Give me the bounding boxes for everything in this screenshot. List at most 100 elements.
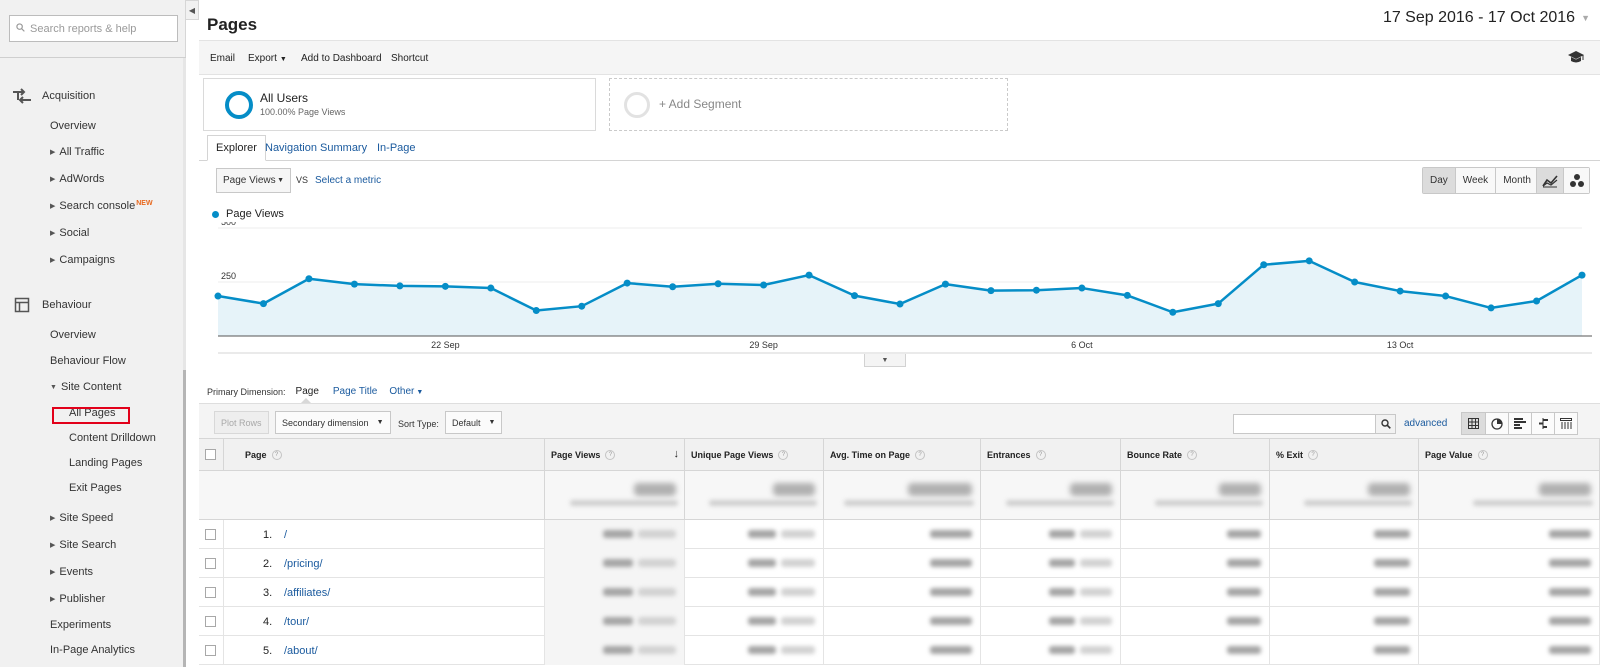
chart-collapse-toggle[interactable]: ▼ bbox=[864, 354, 906, 367]
tab-explorer[interactable]: Explorer bbox=[207, 135, 266, 161]
sidebar-item-search-console[interactable]: ▶ Search consoleNEW bbox=[50, 200, 153, 212]
period-month-button[interactable]: Month bbox=[1495, 168, 1538, 193]
add-to-dashboard-button[interactable]: Add to Dashboard bbox=[301, 53, 382, 64]
date-range-picker[interactable]: 17 Sep 2016 - 17 Oct 2016 ▼ bbox=[1383, 9, 1590, 27]
help-icon[interactable]: ? bbox=[778, 449, 789, 460]
sidebar-item-social[interactable]: ▶ Social bbox=[50, 227, 89, 239]
row-page-link[interactable]: /affiliates/ bbox=[284, 587, 331, 599]
sidebar-item-site-speed[interactable]: ▶ Site Speed bbox=[50, 512, 113, 524]
x-tick-label: 22 Sep bbox=[431, 340, 460, 350]
add-segment-button[interactable]: + Add Segment bbox=[609, 78, 1008, 131]
help-icon[interactable]: ? bbox=[1035, 449, 1046, 460]
view-pivot-button[interactable] bbox=[1554, 413, 1577, 434]
advanced-filter-link[interactable]: advanced bbox=[1404, 418, 1448, 429]
row-select-cell bbox=[199, 607, 224, 636]
sidebar-scrollbar-thumb[interactable] bbox=[183, 370, 186, 667]
segment-all-users[interactable]: All Users 100.00% Page Views bbox=[203, 78, 596, 131]
row-page-link[interactable]: /tour/ bbox=[284, 616, 310, 628]
sidebar-item-adwords[interactable]: ▶ AdWords bbox=[50, 173, 104, 185]
blurred-value bbox=[634, 483, 676, 496]
sidebar-item-all-traffic[interactable]: ▶ All Traffic bbox=[50, 146, 104, 158]
column-header-bounce-rate[interactable]: Bounce Rate? bbox=[1121, 438, 1270, 471]
report-tabs: Explorer Navigation Summary In-Page bbox=[199, 135, 1600, 161]
view-table-button[interactable] bbox=[1462, 413, 1485, 434]
sidebar-item-acq-overview[interactable]: Overview bbox=[50, 120, 96, 132]
help-icon[interactable]: ? bbox=[915, 449, 926, 460]
period-week-button[interactable]: Week bbox=[1454, 168, 1496, 193]
sidebar-item-all-pages[interactable]: All Pages bbox=[69, 407, 115, 419]
row-metric-cell bbox=[1270, 549, 1419, 578]
help-icon[interactable]: ? bbox=[1308, 449, 1319, 460]
dimension-page[interactable]: Page bbox=[295, 386, 319, 397]
table-search-button[interactable] bbox=[1375, 414, 1396, 434]
column-header-avg-time[interactable]: Avg. Time on Page? bbox=[824, 438, 981, 471]
column-header-unique-page-views[interactable]: Unique Page Views? bbox=[685, 438, 824, 471]
sidebar-scrollbar-track[interactable] bbox=[183, 58, 186, 667]
select-all-checkbox[interactable] bbox=[205, 449, 216, 460]
select-metric-link[interactable]: Select a metric bbox=[315, 175, 382, 186]
sidebar-item-site-search[interactable]: ▶ Site Search bbox=[50, 539, 116, 551]
column-header-page-views[interactable]: Page Views? ↓ bbox=[545, 438, 685, 471]
row-page-link[interactable]: / bbox=[284, 529, 288, 541]
totals-cell bbox=[1121, 471, 1270, 520]
column-header-exit[interactable]: % Exit? bbox=[1270, 438, 1419, 471]
row-page-link[interactable]: /pricing/ bbox=[284, 558, 323, 570]
sidebar-item-beh-overview[interactable]: Overview bbox=[50, 329, 96, 341]
sidebar-item-site-content[interactable]: ▼ Site Content bbox=[50, 381, 121, 393]
column-header-page[interactable]: Page? bbox=[224, 438, 545, 471]
sidebar-item-landing-pages[interactable]: Landing Pages bbox=[69, 457, 142, 469]
help-icon[interactable]: ? bbox=[1477, 449, 1488, 460]
row-checkbox[interactable] bbox=[205, 529, 216, 540]
dimension-other[interactable]: Other ▼ bbox=[389, 386, 423, 397]
shortcut-button[interactable]: Shortcut bbox=[391, 53, 429, 64]
help-icon[interactable]: ? bbox=[271, 449, 282, 460]
sidebar-item-behaviour-flow[interactable]: Behaviour Flow bbox=[50, 355, 126, 367]
collapse-arrow-icon: ▼ bbox=[50, 384, 57, 391]
row-checkbox[interactable] bbox=[205, 558, 216, 569]
blurred-value bbox=[1549, 559, 1591, 567]
header-select-all[interactable] bbox=[199, 438, 224, 471]
graduation-cap-icon[interactable] bbox=[1567, 50, 1585, 67]
sidebar-item-campaigns[interactable]: ▶ Campaigns bbox=[50, 254, 115, 266]
view-performance-button[interactable] bbox=[1508, 413, 1531, 434]
row-metric-cell bbox=[1419, 578, 1600, 607]
row-checkbox[interactable] bbox=[205, 645, 216, 656]
period-day-button[interactable]: Day bbox=[1423, 168, 1455, 193]
dimension-page-title[interactable]: Page Title bbox=[332, 386, 378, 397]
blurred-value bbox=[748, 617, 776, 625]
row-metric-cell bbox=[1121, 549, 1270, 578]
sidebar-item-content-drilldown[interactable]: Content Drilldown bbox=[69, 432, 156, 444]
sidebar-collapse-button[interactable]: ◀ bbox=[186, 0, 199, 20]
sidebar-item-publisher[interactable]: ▶ Publisher bbox=[50, 593, 105, 605]
email-button[interactable]: Email bbox=[210, 53, 236, 64]
column-header-entrances[interactable]: Entrances? bbox=[981, 438, 1121, 471]
row-metric-cell bbox=[1419, 607, 1600, 636]
help-icon[interactable]: ? bbox=[605, 449, 616, 460]
help-icon[interactable]: ? bbox=[1187, 449, 1198, 460]
view-comparison-button[interactable] bbox=[1531, 413, 1554, 434]
line-chart-button[interactable] bbox=[1537, 168, 1563, 193]
tab-navigation-summary[interactable]: Navigation Summary bbox=[265, 142, 368, 154]
view-pie-button[interactable] bbox=[1485, 413, 1508, 434]
sidebar-item-experiments[interactable]: Experiments bbox=[50, 619, 111, 631]
sort-type-select[interactable]: Default ▼ bbox=[445, 411, 503, 434]
tab-in-page[interactable]: In-Page bbox=[377, 142, 416, 154]
metric-select[interactable]: Page Views ▼ bbox=[216, 168, 291, 193]
row-page-link[interactable]: /about/ bbox=[284, 645, 318, 657]
sidebar-search-input[interactable]: Search reports & help bbox=[9, 15, 178, 42]
sidebar-section-behaviour[interactable]: Behaviour bbox=[12, 297, 92, 313]
row-checkbox[interactable] bbox=[205, 616, 216, 627]
sidebar-item-exit-pages[interactable]: Exit Pages bbox=[69, 482, 122, 494]
sidebar-item-events[interactable]: ▶ Events bbox=[50, 566, 93, 578]
sidebar-section-acquisition[interactable]: Acquisition bbox=[12, 88, 95, 104]
sidebar-item-label: Site Search bbox=[59, 539, 117, 551]
column-header-page-value[interactable]: Page Value? bbox=[1419, 438, 1600, 471]
row-checkbox[interactable] bbox=[205, 587, 216, 598]
sidebar-item-in-page-analytics[interactable]: In-Page Analytics bbox=[50, 644, 135, 656]
secondary-dimension-select[interactable]: Secondary dimension ▼ bbox=[275, 411, 391, 434]
export-button[interactable]: Export ▼ bbox=[248, 53, 287, 64]
motion-chart-button[interactable] bbox=[1563, 168, 1589, 193]
table-search-input[interactable] bbox=[1233, 414, 1392, 434]
chevron-down-icon: ▼ bbox=[881, 356, 889, 364]
plot-rows-button[interactable]: Plot Rows bbox=[214, 411, 269, 434]
